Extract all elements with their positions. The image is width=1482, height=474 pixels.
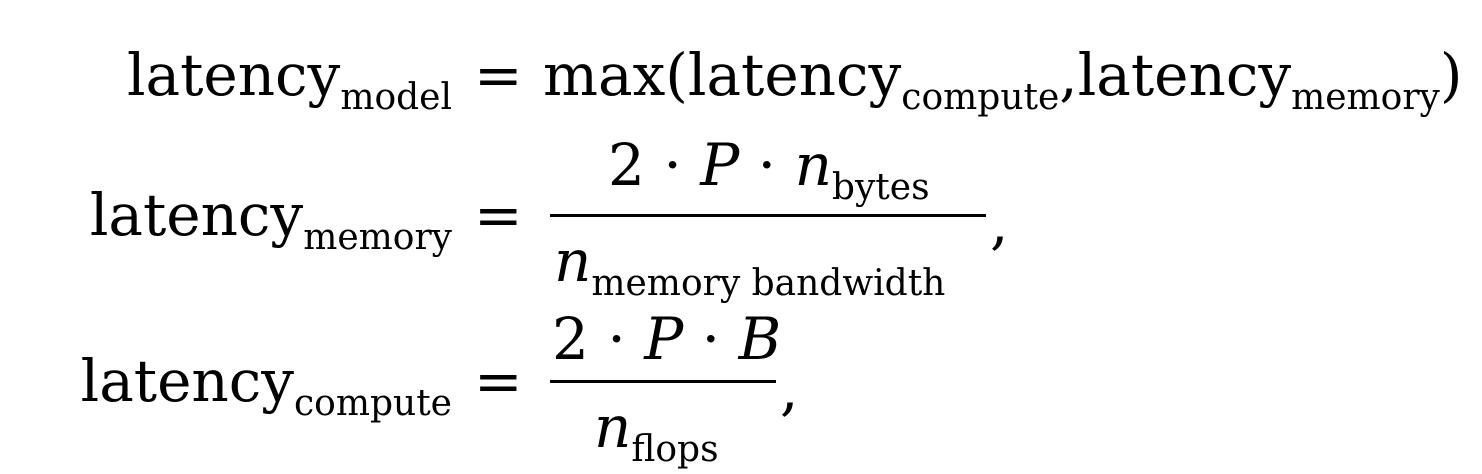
lhs-latency-model: latencymodel — [127, 46, 452, 116]
variable-p: P — [644, 305, 684, 373]
lhs-latency-compute: latencycompute — [81, 352, 452, 422]
fraction-compute: 2 · P · B nflops — [548, 304, 781, 468]
variable-n: n — [554, 227, 592, 295]
closing-paren: ) — [1439, 41, 1463, 109]
term-latency-memory: latency — [1077, 41, 1292, 109]
variable-p: P — [700, 131, 740, 199]
lhs-main: latency — [89, 181, 304, 249]
max-function: max( — [543, 41, 688, 109]
numerator: 2 · P · B — [552, 310, 781, 368]
multiplication-dot: · — [739, 131, 795, 199]
equals-sign: = — [474, 347, 523, 415]
variable-n: n — [794, 131, 832, 199]
memory-bandwidth-subscript: memory bandwidth — [591, 263, 946, 304]
lhs-subscript: model — [340, 77, 452, 118]
lhs-subscript: memory — [303, 217, 452, 258]
denominator: nmemory bandwidth — [554, 232, 945, 302]
term-memory-subscript: memory — [1291, 77, 1440, 118]
fraction-memory: 2 · P · nbytes nmemory bandwidth — [548, 134, 988, 302]
fraction-bar — [550, 214, 986, 217]
fraction-bar — [550, 380, 776, 383]
lhs-latency-memory: latencymemory — [90, 186, 452, 256]
term-latency-compute: latency — [687, 41, 902, 109]
flops-subscript: flops — [631, 429, 719, 470]
equation-latency-model: latencymodel = max(latencycompute,latenc… — [0, 46, 1482, 116]
lhs-main: latency — [126, 41, 341, 109]
equation-latency-memory: latencymemory = 2 · P · nbytes nmemory b… — [0, 134, 1482, 302]
denominator: nflops — [594, 398, 719, 468]
rhs-max-expression: max(latencycompute,latencymemory) — [543, 46, 1463, 116]
variable-b: B — [738, 305, 782, 373]
equation-latency-compute: latencycompute = 2 · P · B nflops , — [0, 304, 1482, 468]
equals-sign: = — [474, 41, 523, 109]
variable-n: n — [594, 393, 632, 461]
equals-sign: = — [474, 181, 523, 249]
lhs-subscript: compute — [294, 383, 452, 424]
term-compute-subscript: compute — [901, 77, 1060, 118]
bytes-subscript: bytes — [831, 167, 930, 208]
numerator-coefficient: 2 · — [608, 131, 701, 199]
multiplication-dot: · — [683, 305, 739, 373]
numerator: 2 · P · nbytes — [608, 136, 930, 206]
trailing-comma: , — [990, 189, 1009, 257]
argument-separator: , — [1059, 41, 1078, 109]
lhs-main: latency — [80, 347, 295, 415]
trailing-comma: , — [780, 355, 799, 423]
numerator-coefficient: 2 · — [552, 305, 645, 373]
